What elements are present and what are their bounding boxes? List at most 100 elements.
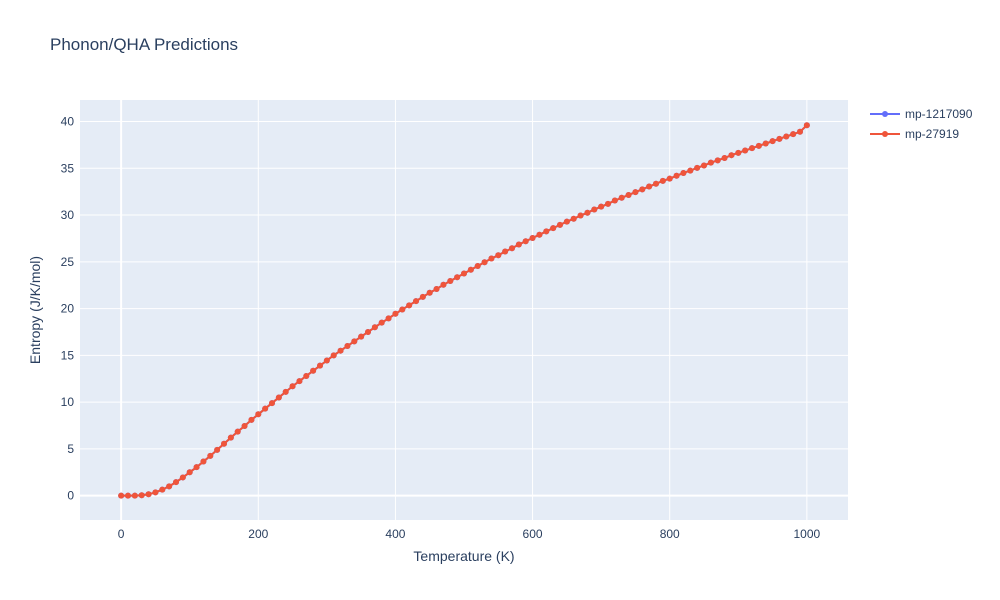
data-point [392,310,399,317]
data-point [632,189,639,196]
series-mp-27919 [118,122,810,499]
data-point [714,157,721,164]
data-point [577,212,584,219]
data-point [625,191,632,198]
legend-marker [882,131,888,137]
data-point [159,486,166,493]
y-axis-title: Entropy (J/K/mol) [27,256,43,364]
data-point [467,266,474,273]
data-point [262,405,269,412]
data-point [481,259,488,266]
data-point [797,128,803,135]
data-point [131,492,138,499]
x-tick-label: 1000 [794,527,821,541]
data-point [125,492,131,499]
data-point [145,491,152,498]
data-point [776,135,783,142]
data-point [687,167,694,174]
data-point [289,383,296,390]
data-point [323,357,330,364]
data-point [310,367,317,374]
data-point [227,434,234,441]
data-point [330,352,337,359]
data-point [303,372,310,379]
data-point [598,203,605,210]
data-point [707,159,714,166]
data-point [605,200,611,207]
x-axis-title: Temperature (K) [413,548,514,564]
y-tick-label: 20 [61,302,75,316]
data-point [721,154,728,161]
data-point [296,378,303,385]
data-point [138,492,145,499]
series-layer [118,122,810,499]
y-axis-ticks: 0 5 10 15 20 25 30 35 40 [61,115,75,503]
data-point [563,218,570,225]
data-point [584,209,591,216]
data-point [639,186,646,193]
data-point [221,440,227,447]
data-point [358,333,365,340]
data-point [378,319,385,326]
data-point [406,302,413,309]
data-point [611,197,618,204]
y-tick-label: 15 [61,348,75,362]
data-point [570,215,577,222]
data-point [186,469,193,476]
data-point [193,464,200,471]
y-tick-label: 0 [67,489,74,503]
data-point [317,362,323,369]
data-point [522,238,529,245]
data-point [659,177,666,184]
data-point [673,172,680,179]
data-point [173,479,179,486]
data-point [550,225,557,232]
data-point [152,489,159,496]
x-tick-label: 0 [118,527,125,541]
data-point [179,474,186,481]
data-point [488,255,495,262]
data-point [447,278,454,285]
data-point [618,194,625,201]
data-point [749,145,755,152]
data-point [248,416,255,423]
y-tick-label: 35 [61,161,75,175]
data-point [419,293,426,300]
data-point [241,422,248,429]
x-tick-label: 200 [248,527,268,541]
x-axis-ticks: 0 200 400 600 800 1000 [118,527,821,541]
data-point [529,234,536,241]
legend-label: mp-27919 [905,127,959,141]
data-point [413,298,419,305]
data-point [337,347,344,354]
data-point [646,183,653,190]
data-point [701,162,707,169]
y-tick-label: 25 [61,255,75,269]
data-point [214,446,221,453]
y-tick-label: 40 [61,115,75,129]
data-point [118,492,125,499]
data-point [269,400,275,407]
data-point [557,221,563,228]
data-point [536,231,543,238]
x-tick-label: 400 [385,527,405,541]
data-point [454,274,461,281]
data-point [502,248,509,255]
data-point [653,180,659,187]
data-point [166,483,173,490]
plot-area [80,100,848,520]
data-point [207,452,214,459]
y-tick-label: 5 [67,442,74,456]
legend-item: mp-27919 [870,127,959,141]
data-point [344,343,351,350]
data-point [426,289,433,296]
data-point [234,428,241,435]
data-point [255,411,262,418]
data-point [694,164,701,171]
data-point [769,138,776,145]
legend-label: mp-1217090 [905,107,973,121]
data-point [371,324,378,331]
chart-title: Phonon/QHA Predictions [50,35,238,54]
data-point [200,458,207,465]
